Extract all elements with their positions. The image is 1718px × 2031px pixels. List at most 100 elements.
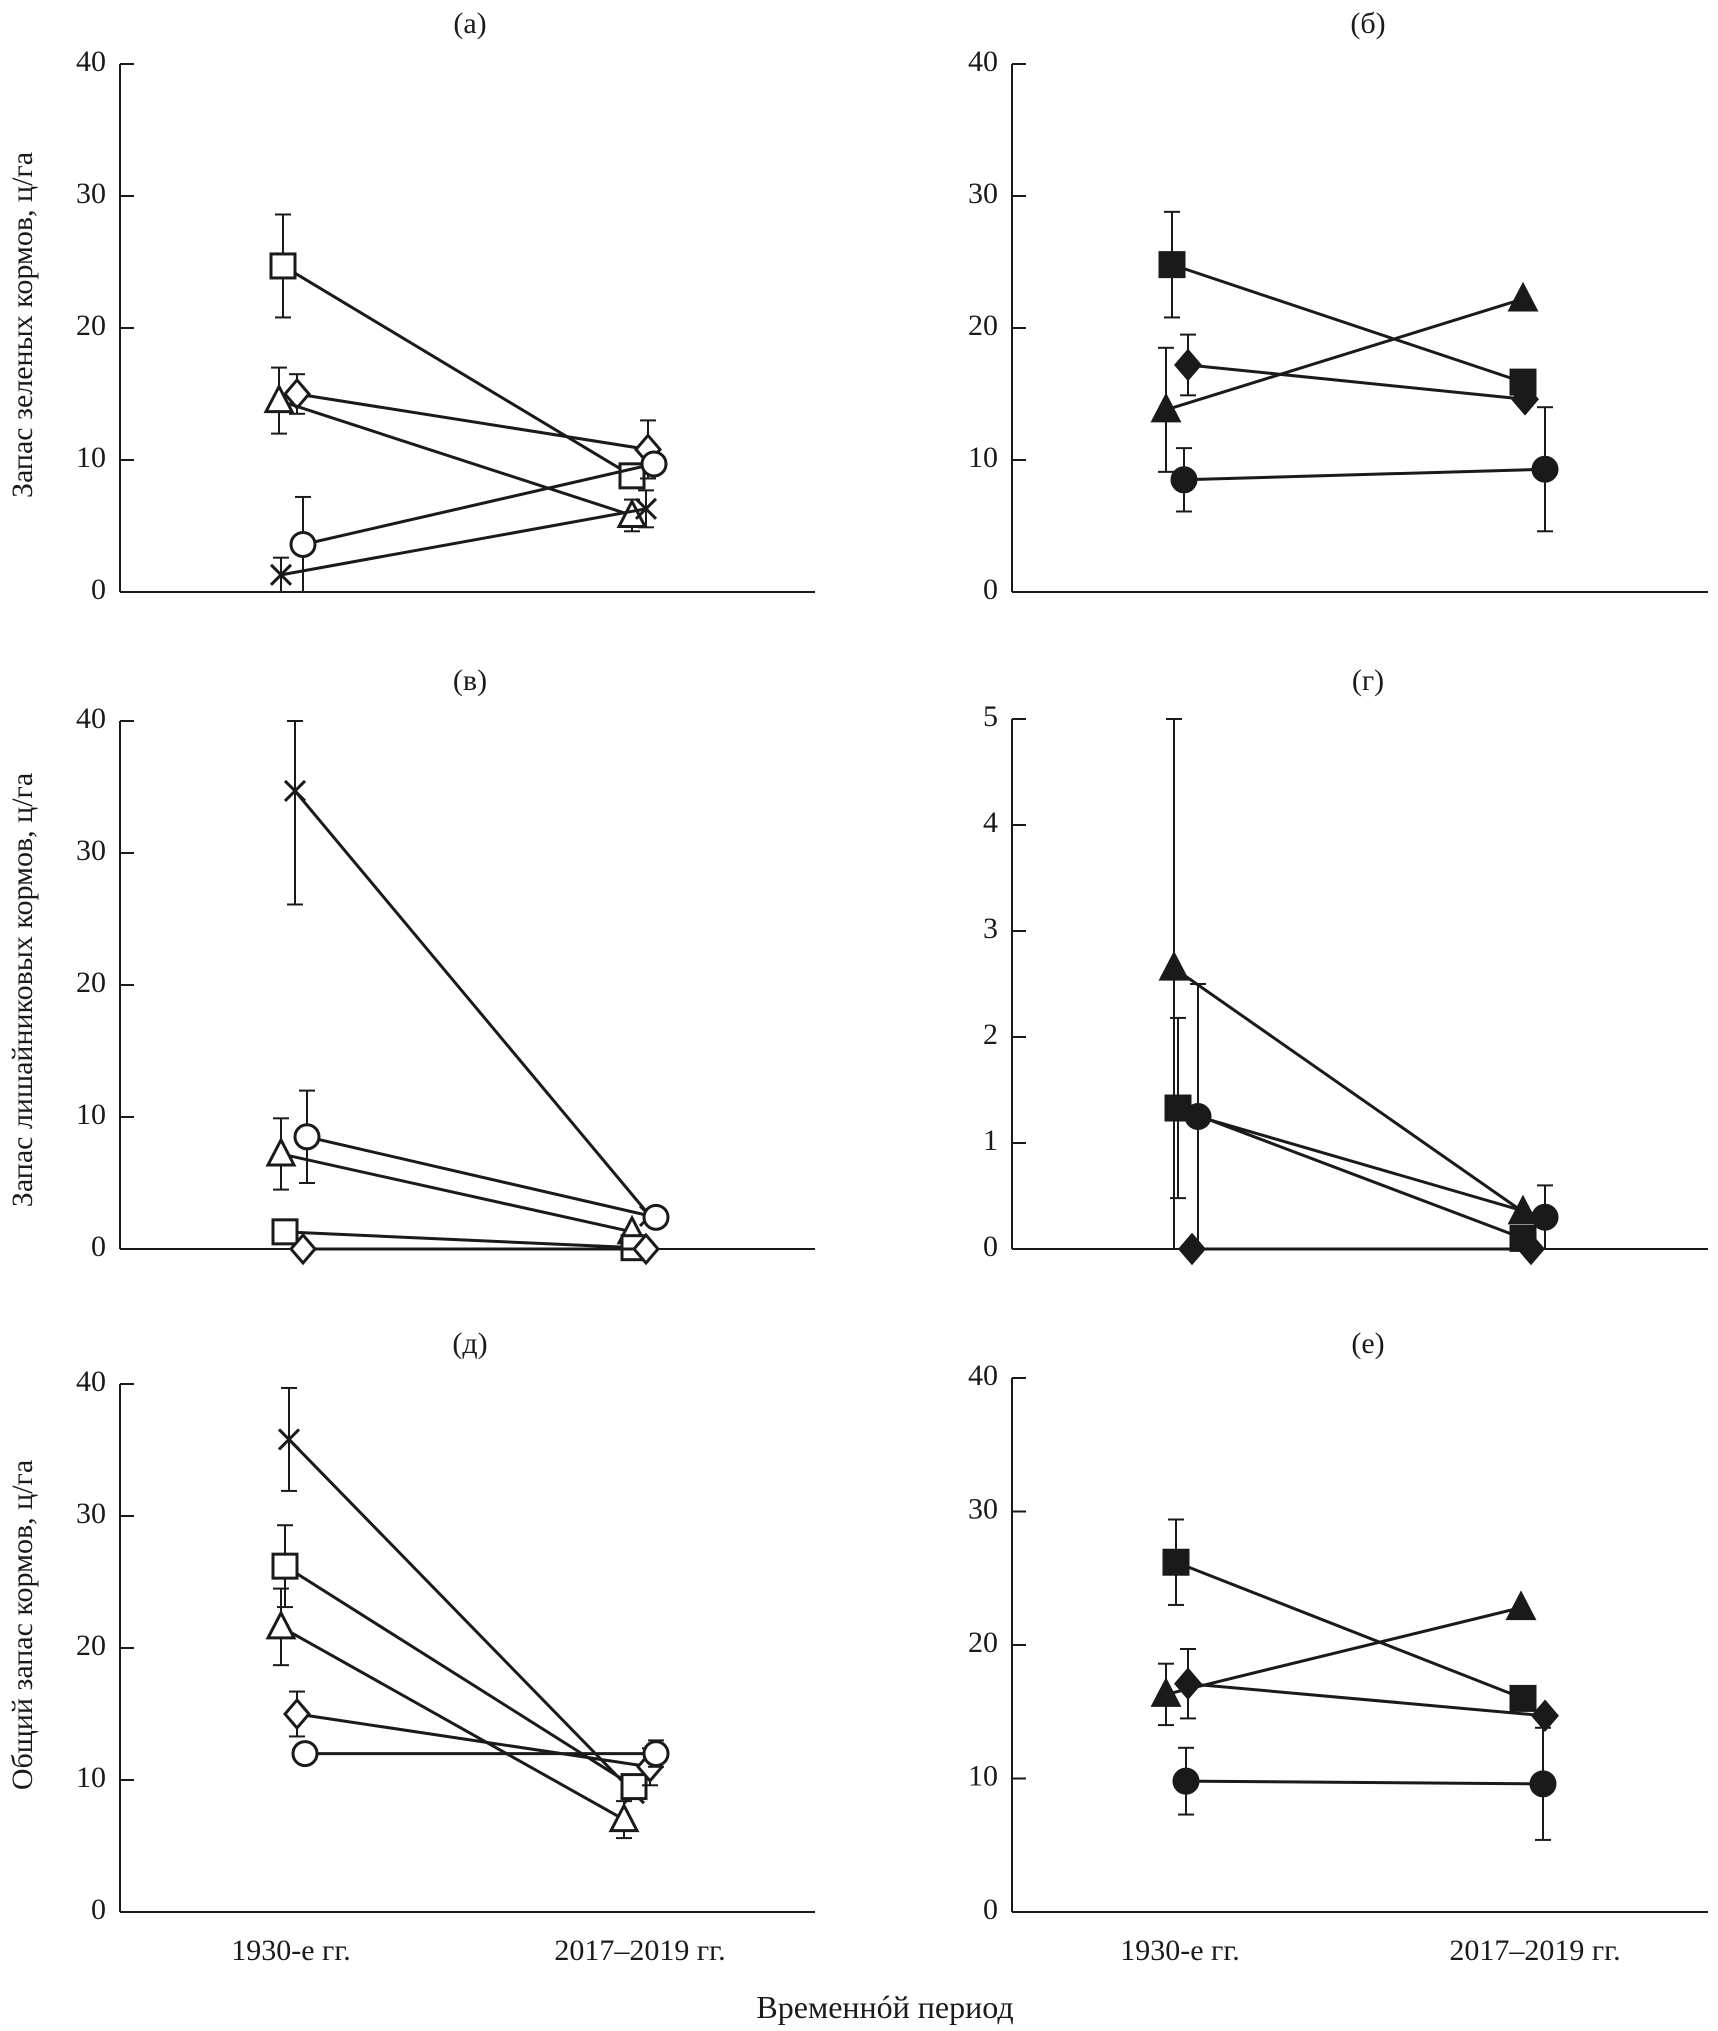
- series-line: [1183, 467, 1546, 482]
- y-tick-label: 1: [983, 1124, 998, 1157]
- triangle-filled-marker: [1158, 950, 1190, 981]
- series-square-filled: [1162, 1518, 1537, 1712]
- series-diamond-open: [283, 1690, 664, 1787]
- series-circle-open: [291, 1739, 670, 1768]
- cross-marker: [634, 497, 658, 520]
- cross-marker: [277, 1428, 301, 1451]
- series-line: [280, 1152, 633, 1234]
- diamond-filled-marker: [1178, 1232, 1206, 1266]
- series-line: [1197, 1115, 1546, 1219]
- x-axis-label: Временнóй период: [756, 1989, 1013, 2025]
- diamond-filled-marker: [1517, 1232, 1545, 1266]
- square-filled-marker: [1158, 251, 1186, 279]
- panel-title: (е): [1351, 1327, 1384, 1360]
- series-line: [1187, 363, 1526, 401]
- y-tick-label: 30: [968, 1492, 998, 1525]
- panel-title: (в): [453, 664, 487, 697]
- series-circle-filled: [1172, 1726, 1557, 1841]
- y-tick-label: 30: [76, 834, 106, 867]
- series-circle-filled: [1184, 983, 1559, 1250]
- y-tick-label: 4: [983, 806, 998, 839]
- series-circle-open: [289, 450, 668, 593]
- panel-title: (б): [1350, 7, 1385, 40]
- y-axis-label-green: Запас зеленых кормов, ц/га: [6, 152, 39, 498]
- y-tick-label: 10: [76, 1098, 106, 1131]
- y-axis-label-lichen: Запас лишайниковых кормов, ц/га: [6, 773, 39, 1207]
- cross-marker: [269, 563, 293, 586]
- x-tick-label: 1930-е гг.: [1120, 1934, 1240, 1967]
- series-cross: [269, 489, 658, 593]
- y-tick-label: 2: [983, 1018, 998, 1051]
- y-tick-label: 20: [76, 1629, 106, 1662]
- series-line: [296, 1712, 651, 1769]
- circle-filled-marker: [1184, 1103, 1212, 1130]
- square-open-marker: [271, 1218, 299, 1246]
- y-tick-label: 30: [968, 177, 998, 210]
- y-tick-label: 10: [968, 1759, 998, 1792]
- circle-open-marker: [640, 450, 668, 478]
- circle-open-marker: [642, 1203, 670, 1231]
- cross-stroke: [269, 563, 293, 586]
- cross-marker: [283, 779, 307, 803]
- cross-stroke: [277, 1428, 301, 1451]
- diamond-open-marker: [289, 1232, 317, 1266]
- triangle-open-marker: [265, 1609, 297, 1640]
- y-tick-label: 0: [983, 1230, 998, 1263]
- circle-filled-marker: [1172, 1767, 1200, 1795]
- circle-open-marker: [293, 1123, 321, 1151]
- series-triangle-filled: [1150, 1590, 1537, 1727]
- series-square-open: [271, 1218, 648, 1262]
- diamond-filled-marker: [1174, 348, 1202, 382]
- series-triangle-open: [265, 1117, 648, 1245]
- triangle-filled-marker: [1505, 1590, 1537, 1621]
- series-circle-open: [293, 1089, 670, 1231]
- panel-title: (д): [452, 1327, 487, 1360]
- diamond-filled-marker: [1511, 382, 1539, 416]
- series-triangle-open: [265, 1587, 640, 1840]
- chart-panel: (б) 0 10 20 30 40: [968, 7, 1708, 606]
- chart-panel: (а) 0 10 20 30 40: [76, 7, 815, 606]
- y-tick-label: 20: [76, 309, 106, 342]
- triangle-open-marker: [608, 1802, 640, 1833]
- square-open-marker: [271, 1552, 299, 1580]
- y-tick-label: 40: [968, 45, 998, 78]
- y-tick-label: 0: [91, 573, 106, 606]
- series-line: [287, 1438, 636, 1795]
- diamond-open-marker: [283, 1697, 311, 1731]
- circle-filled-marker: [1529, 1770, 1557, 1798]
- y-tick-label: 20: [76, 966, 106, 999]
- square-open-marker: [269, 252, 297, 280]
- square-filled-marker: [1509, 1684, 1537, 1712]
- series-line: [280, 1625, 625, 1821]
- y-tick-label: 0: [983, 1893, 998, 1926]
- series-line: [284, 1564, 635, 1788]
- chart-panel: (д) 0 10 20 30 40 1930-е гг. 2017–2019 гг.: [76, 1327, 815, 1967]
- series-square-open: [271, 1524, 648, 1801]
- y-tick-label: 5: [983, 700, 998, 733]
- series-cross: [283, 720, 662, 1228]
- y-tick-label: 20: [968, 309, 998, 342]
- cross-stroke: [283, 779, 307, 803]
- series-triangle-filled: [1150, 281, 1539, 473]
- y-tick-label: 40: [76, 1365, 106, 1398]
- series-line: [296, 392, 649, 451]
- series-diamond-filled: [1174, 333, 1539, 416]
- diamond-filled-marker: [1531, 1699, 1559, 1733]
- series-line: [280, 507, 647, 577]
- y-tick-label: 40: [968, 1359, 998, 1392]
- series-triangle-open: [263, 366, 648, 533]
- circle-open-marker: [289, 530, 317, 558]
- triangle-open-marker: [263, 383, 295, 414]
- series-triangle-filled: [1158, 718, 1539, 1250]
- circle-filled-marker: [1531, 1203, 1559, 1231]
- panel-title: (а): [453, 7, 486, 40]
- series-diamond-filled: [1178, 1232, 1545, 1266]
- y-tick-label: 10: [968, 441, 998, 474]
- square-open-marker: [620, 1773, 648, 1801]
- series-line: [1187, 1682, 1546, 1718]
- circle-open-marker: [642, 1740, 670, 1768]
- y-tick-label: 10: [76, 441, 106, 474]
- y-tick-label: 40: [76, 702, 106, 735]
- y-tick-label: 3: [983, 912, 998, 945]
- chart-panel: (г) 0 1 2 3 4 5: [983, 664, 1708, 1266]
